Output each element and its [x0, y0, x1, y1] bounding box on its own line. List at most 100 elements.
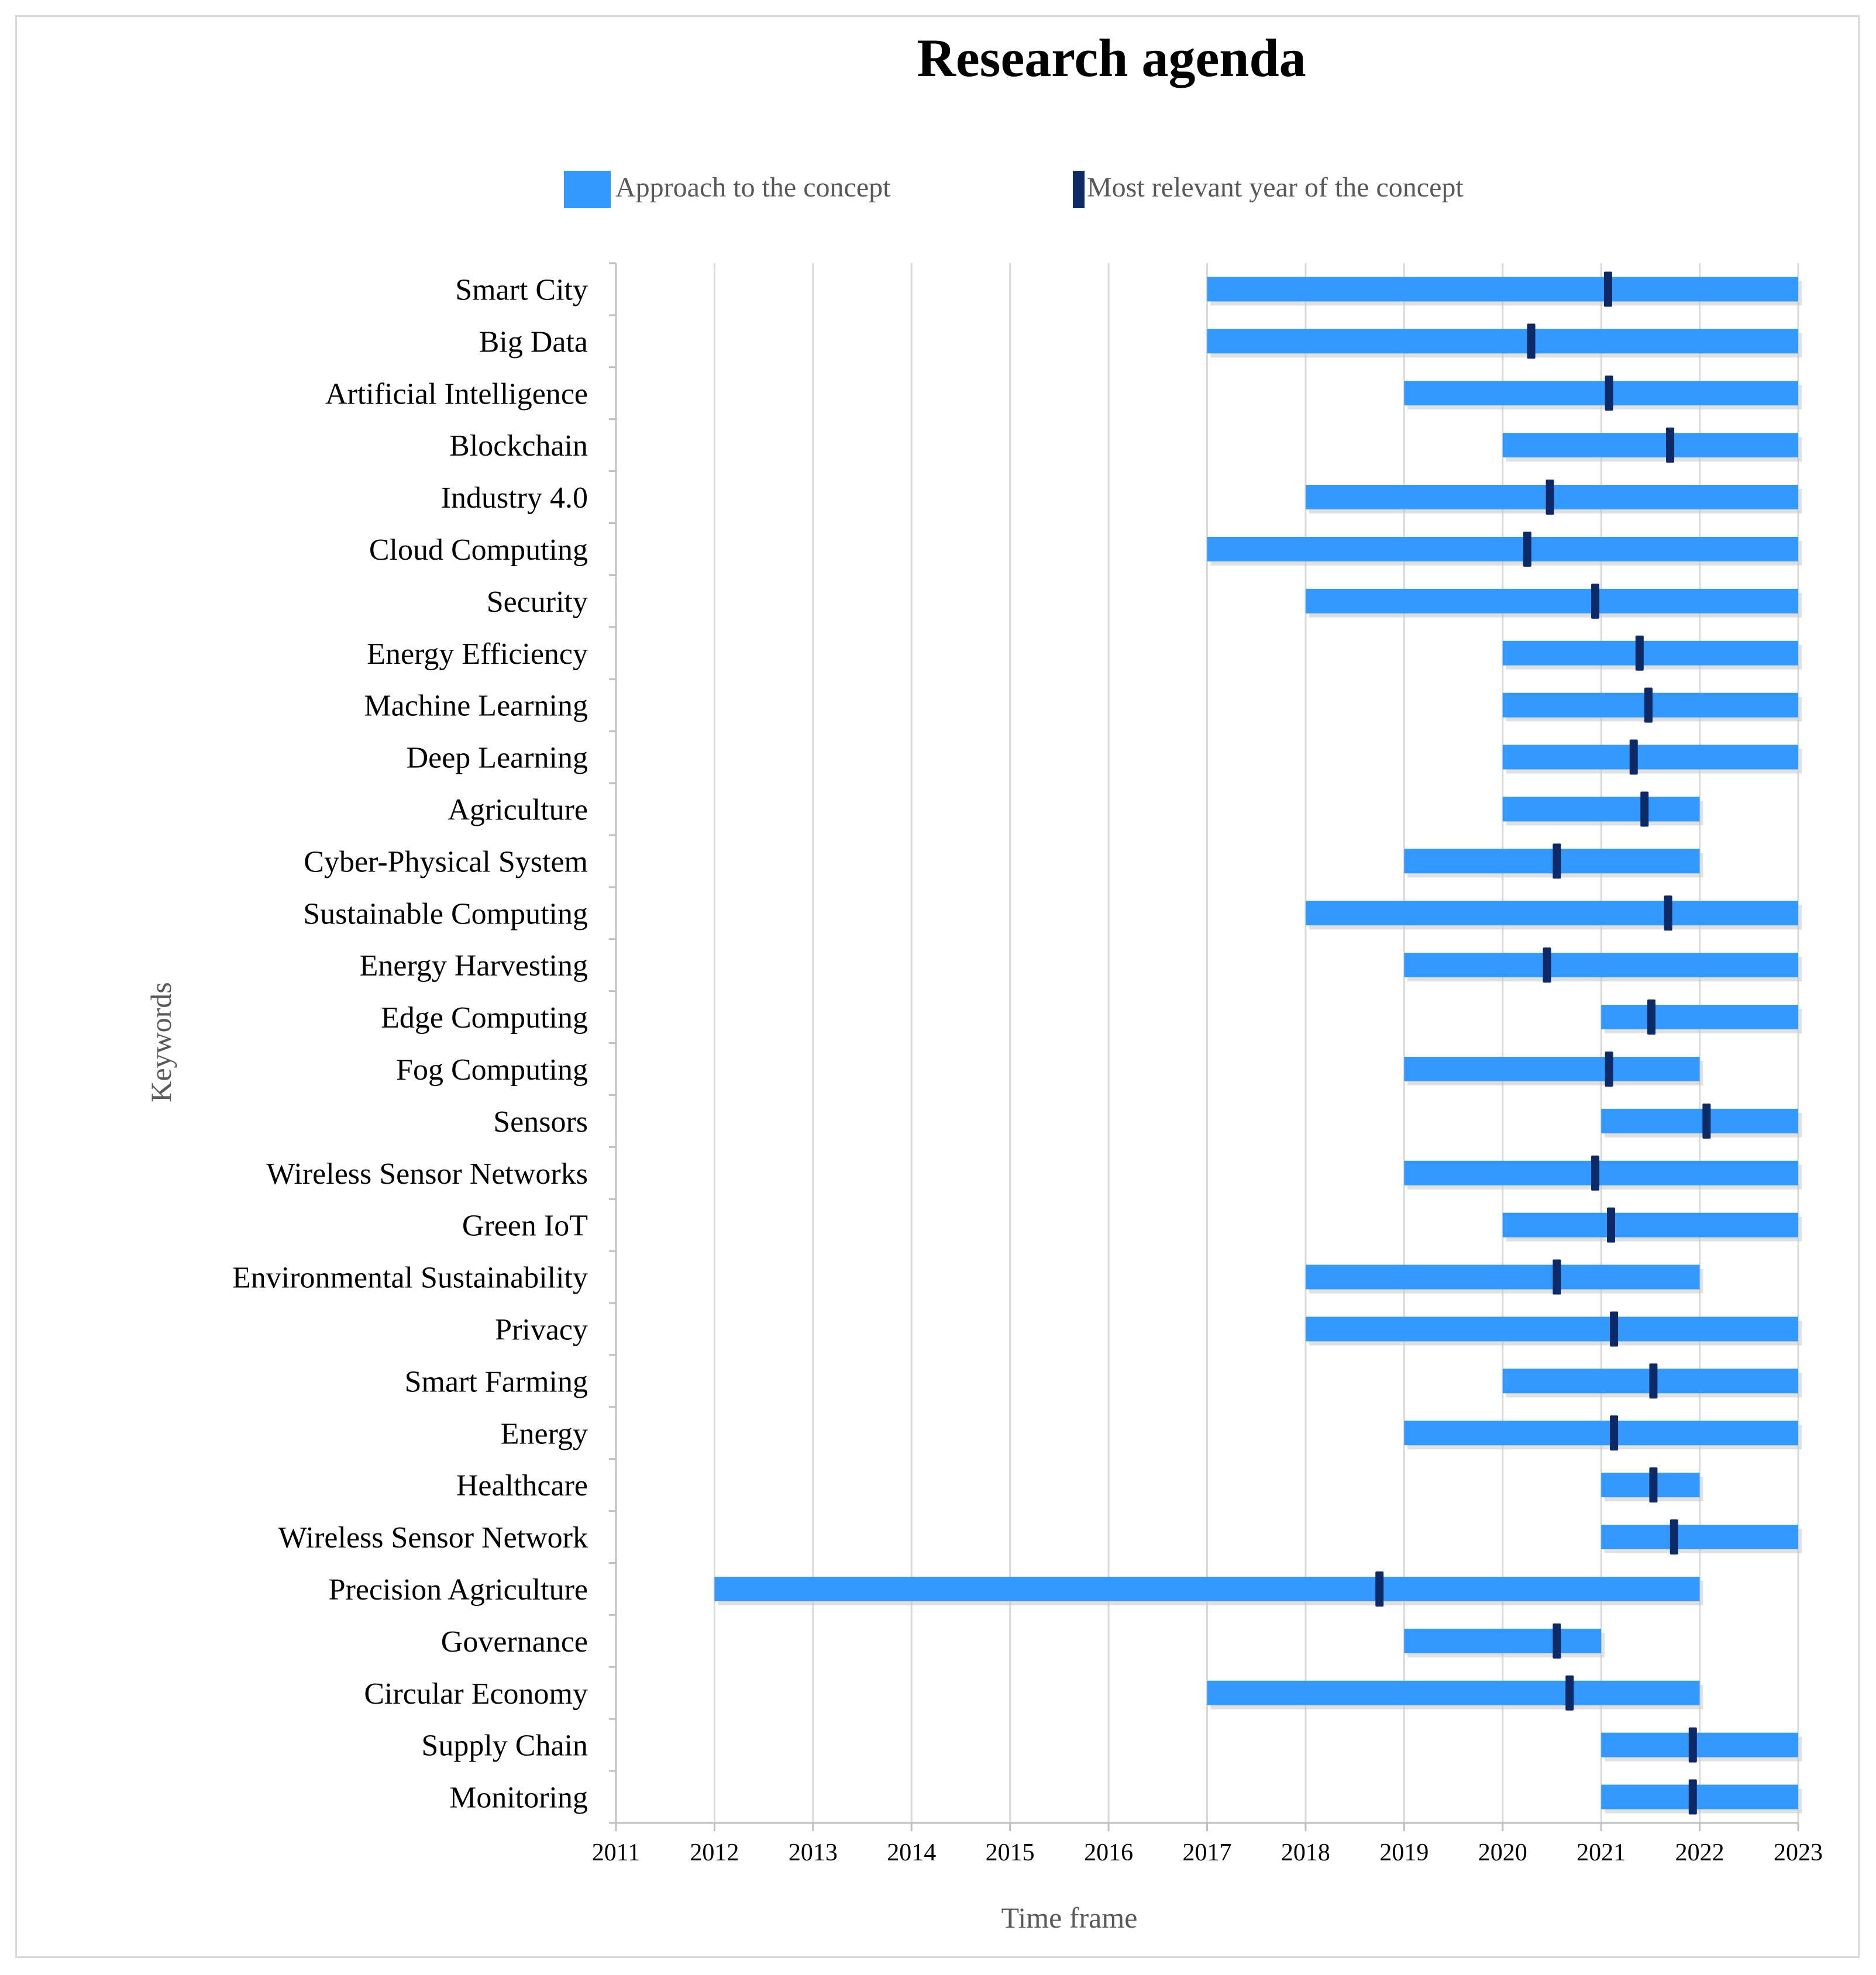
bar-environmental-sustainability — [1305, 1264, 1700, 1290]
bar-blockchain — [1502, 433, 1798, 458]
bar-energy-efficiency — [1502, 640, 1798, 666]
x-tick-label-2020: 2020 — [1478, 1839, 1527, 1866]
bar-edge-computing — [1601, 1005, 1798, 1030]
bar-deep-learning — [1502, 744, 1798, 770]
marker-environmental-sustainability — [1553, 1259, 1561, 1295]
bar-sensors — [1601, 1108, 1798, 1133]
marker-privacy — [1610, 1311, 1619, 1347]
category-label-healthcare: Healthcare — [456, 1469, 588, 1502]
category-label-wireless-sensor-network: Wireless Sensor Network — [278, 1521, 588, 1555]
marker-monitoring — [1688, 1779, 1697, 1815]
bar-smart-city — [1207, 277, 1798, 302]
category-label-precision-agriculture: Precision Agriculture — [329, 1573, 588, 1607]
category-label-blockchain: Blockchain — [449, 429, 588, 463]
bar-wireless-sensor-network — [1601, 1525, 1798, 1550]
marker-governance — [1553, 1623, 1561, 1659]
category-label-cloud-computing: Cloud Computing — [369, 533, 588, 567]
marker-cloud-computing — [1523, 531, 1531, 567]
marker-smart-city — [1603, 271, 1612, 307]
category-label-energy-efficiency: Energy Efficiency — [367, 637, 588, 671]
marker-smart-farming — [1649, 1363, 1658, 1399]
marker-blockchain — [1666, 428, 1675, 463]
marker-wireless-sensor-networks — [1591, 1155, 1600, 1191]
marker-agriculture — [1640, 791, 1649, 827]
x-tick-label-2023: 2023 — [1774, 1839, 1823, 1866]
gridlines — [713, 263, 1799, 1823]
marker-deep-learning — [1629, 739, 1638, 775]
category-label-machine-learning: Machine Learning — [364, 690, 588, 723]
legend: Approach to the concept Most relevant ye… — [564, 171, 1464, 208]
marker-big-data — [1527, 323, 1536, 359]
x-tick-label-2012: 2012 — [690, 1839, 739, 1866]
bar-precision-agriculture — [714, 1576, 1700, 1601]
category-label-deep-learning: Deep Learning — [407, 742, 588, 775]
category-label-circular-economy: Circular Economy — [364, 1677, 588, 1711]
marker-supply-chain — [1688, 1727, 1697, 1763]
bar-energy-harvesting — [1404, 953, 1798, 978]
category-label-sustainable-computing: Sustainable Computing — [303, 897, 588, 930]
bar-governance — [1404, 1628, 1602, 1653]
bar-energy — [1404, 1421, 1798, 1446]
x-tick-label-2022: 2022 — [1675, 1839, 1724, 1866]
marker-energy-efficiency — [1635, 635, 1644, 671]
x-axis-title: Time frame — [1001, 1901, 1138, 1934]
marker-edge-computing — [1647, 999, 1656, 1035]
x-tick-label-2019: 2019 — [1379, 1839, 1428, 1866]
chart-title: Research agenda — [917, 28, 1306, 88]
legend-swatch-relevant-year — [1073, 171, 1085, 208]
category-label-privacy: Privacy — [495, 1313, 588, 1346]
legend-label-approach: Approach to the concept — [615, 172, 891, 203]
category-label-agriculture: Agriculture — [448, 793, 588, 826]
marker-fog-computing — [1605, 1051, 1613, 1087]
category-label-monitoring: Monitoring — [449, 1781, 588, 1815]
category-label-cyber-physical-system: Cyber-Physical System — [304, 845, 588, 878]
bars-layer — [714, 277, 1802, 1814]
bar-agriculture — [1502, 797, 1700, 822]
axes — [609, 262, 1799, 1831]
bar-big-data — [1207, 329, 1798, 354]
marker-circular-economy — [1565, 1675, 1574, 1711]
category-label-fog-computing: Fog Computing — [396, 1053, 588, 1087]
category-label-smart-city: Smart City — [455, 273, 588, 306]
marker-energy-harvesting — [1543, 947, 1551, 983]
marker-energy — [1610, 1415, 1619, 1451]
category-label-smart-farming: Smart Farming — [405, 1365, 588, 1398]
category-label-environmental-sustainability: Environmental Sustainability — [232, 1261, 588, 1295]
x-tick-labels: 2011 2012 2013 2014 2015 2016 2017 2018 2019 2020… — [592, 1839, 1823, 1866]
marker-precision-agriculture — [1375, 1571, 1384, 1607]
marker-cyber-physical-system — [1553, 843, 1561, 879]
bar-security — [1305, 588, 1798, 613]
category-label-governance: Governance — [441, 1625, 588, 1659]
marker-artificial-intelligence — [1605, 375, 1613, 411]
category-label-artificial-intelligence: Artificial Intelligence — [325, 377, 588, 411]
category-labels: Smart City Big Data Artificial Intelligenc… — [232, 273, 588, 1814]
x-tick-label-2018: 2018 — [1281, 1839, 1330, 1866]
category-label-energy-harvesting: Energy Harvesting — [360, 949, 588, 983]
bar-privacy — [1305, 1316, 1798, 1342]
bar-monitoring — [1601, 1784, 1798, 1809]
bar-supply-chain — [1601, 1732, 1798, 1757]
legend-swatch-approach — [564, 171, 611, 208]
markers-layer — [1375, 271, 1711, 1815]
legend-label-relevant-year: Most relevant year of the concept — [1087, 172, 1464, 203]
bar-cyber-physical-system — [1404, 849, 1700, 874]
category-label-sensors: Sensors — [493, 1105, 588, 1139]
marker-sustainable-computing — [1664, 895, 1672, 931]
marker-security — [1591, 583, 1600, 619]
x-tick-label-2011: 2011 — [592, 1839, 640, 1866]
category-label-energy: Energy — [501, 1417, 588, 1450]
category-label-wireless-sensor-networks: Wireless Sensor Networks — [266, 1157, 588, 1191]
category-label-green-iot: Green IoT — [462, 1209, 588, 1243]
bar-fog-computing — [1404, 1056, 1700, 1081]
category-label-supply-chain: Supply Chain — [421, 1729, 588, 1763]
marker-green-iot — [1607, 1207, 1616, 1243]
marker-sensors — [1702, 1103, 1711, 1139]
x-tick-label-2013: 2013 — [789, 1839, 838, 1866]
marker-wireless-sensor-network — [1670, 1519, 1678, 1555]
marker-healthcare — [1649, 1467, 1658, 1503]
marker-machine-learning — [1644, 687, 1653, 723]
bar-circular-economy — [1207, 1680, 1700, 1705]
bar-sustainable-computing — [1305, 901, 1798, 926]
bar-artificial-intelligence — [1404, 381, 1798, 406]
